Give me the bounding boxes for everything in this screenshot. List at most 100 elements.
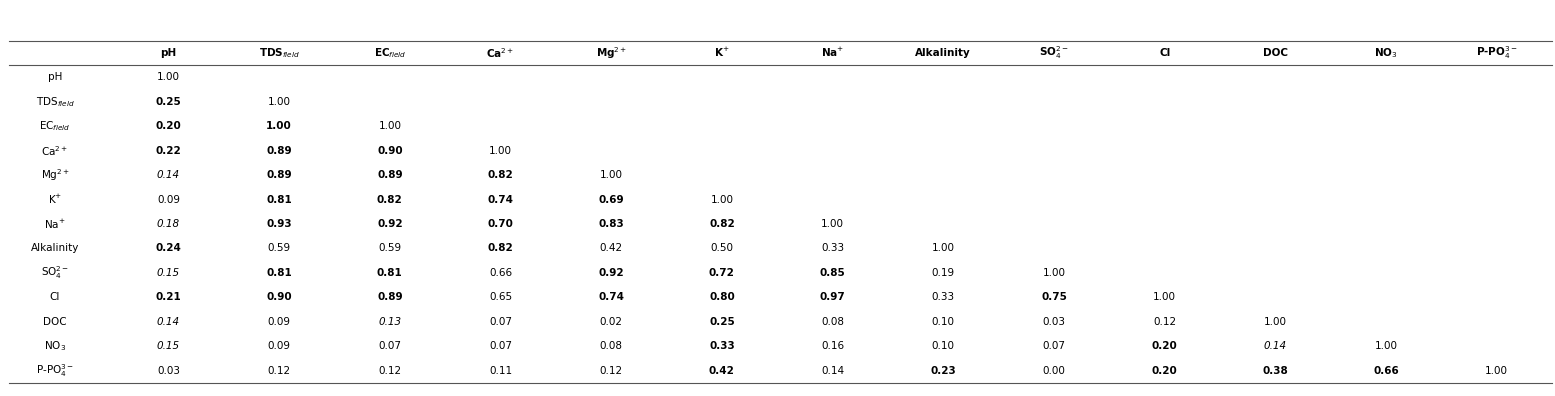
Text: DOC: DOC: [1263, 48, 1288, 58]
Text: 1.00: 1.00: [821, 219, 844, 229]
Text: 0.12: 0.12: [378, 366, 401, 375]
Text: 0.08: 0.08: [821, 317, 844, 327]
Text: 0.15: 0.15: [157, 268, 180, 278]
Text: 1.00: 1.00: [1042, 268, 1065, 278]
Text: P-PO$_4^{3-}$: P-PO$_4^{3-}$: [1476, 44, 1518, 61]
Text: 0.82: 0.82: [709, 219, 736, 229]
Text: 0.38: 0.38: [1263, 366, 1288, 375]
Text: 0.92: 0.92: [376, 219, 403, 229]
Text: 0.90: 0.90: [266, 292, 292, 302]
Text: 0.33: 0.33: [821, 244, 844, 253]
Text: 0.74: 0.74: [488, 194, 513, 205]
Text: 0.70: 0.70: [488, 219, 513, 229]
Text: 0.03: 0.03: [157, 366, 180, 375]
Text: 0.75: 0.75: [1040, 292, 1067, 302]
Text: 0.66: 0.66: [488, 268, 512, 278]
Text: 0.92: 0.92: [599, 268, 624, 278]
Text: 0.16: 0.16: [821, 341, 844, 351]
Text: pH: pH: [48, 72, 62, 82]
Text: 0.42: 0.42: [600, 244, 624, 253]
Text: 0.90: 0.90: [376, 146, 403, 156]
Text: Na$^{+}$: Na$^{+}$: [44, 217, 65, 230]
Text: 0.14: 0.14: [157, 170, 180, 180]
Text: 0.33: 0.33: [931, 292, 955, 302]
Text: 0.50: 0.50: [711, 244, 734, 253]
Text: 0.33: 0.33: [709, 341, 736, 351]
Text: 0.22: 0.22: [156, 146, 182, 156]
Text: 0.07: 0.07: [490, 317, 512, 327]
Text: 0.93: 0.93: [266, 219, 292, 229]
Text: Cl: Cl: [1158, 48, 1171, 58]
Text: 1.00: 1.00: [490, 146, 512, 156]
Text: 0.82: 0.82: [488, 170, 513, 180]
Text: Alkalinity: Alkalinity: [916, 48, 972, 58]
Text: 0.14: 0.14: [157, 317, 180, 327]
Text: 0.89: 0.89: [266, 146, 292, 156]
Text: 0.07: 0.07: [1042, 341, 1065, 351]
Text: 0.24: 0.24: [156, 244, 182, 253]
Text: 0.81: 0.81: [266, 268, 292, 278]
Text: 0.25: 0.25: [709, 317, 736, 327]
Text: 0.12: 0.12: [1154, 317, 1176, 327]
Text: 0.07: 0.07: [378, 341, 401, 351]
Text: 0.12: 0.12: [600, 366, 624, 375]
Text: 0.21: 0.21: [156, 292, 182, 302]
Text: 0.13: 0.13: [378, 317, 401, 327]
Text: 0.85: 0.85: [819, 268, 846, 278]
Text: P-PO$_4^{3-}$: P-PO$_4^{3-}$: [36, 362, 75, 379]
Text: 0.14: 0.14: [1264, 341, 1288, 351]
Text: SO$_4^{2-}$: SO$_4^{2-}$: [1039, 44, 1068, 61]
Text: 1.00: 1.00: [1264, 317, 1288, 327]
Text: 1.00: 1.00: [266, 121, 292, 131]
Text: 0.97: 0.97: [819, 292, 846, 302]
Text: 0.18: 0.18: [157, 219, 180, 229]
Text: 0.81: 0.81: [266, 194, 292, 205]
Text: 1.00: 1.00: [267, 97, 291, 107]
Text: 0.20: 0.20: [1152, 366, 1177, 375]
Text: 0.59: 0.59: [378, 244, 401, 253]
Text: 0.09: 0.09: [267, 317, 291, 327]
Text: 0.08: 0.08: [600, 341, 622, 351]
Text: EC$_{field}$: EC$_{field}$: [39, 119, 72, 133]
Text: 1.00: 1.00: [711, 194, 734, 205]
Text: TDS$_{field}$: TDS$_{field}$: [36, 95, 75, 109]
Text: 0.82: 0.82: [376, 194, 403, 205]
Text: 0.09: 0.09: [157, 194, 180, 205]
Text: 1.00: 1.00: [378, 121, 401, 131]
Text: 0.02: 0.02: [600, 317, 622, 327]
Text: 0.89: 0.89: [376, 170, 403, 180]
Text: EC$_{field}$: EC$_{field}$: [373, 46, 406, 60]
Text: Mg$^{2+}$: Mg$^{2+}$: [40, 167, 70, 183]
Text: 0.23: 0.23: [930, 366, 956, 375]
Text: Na$^{+}$: Na$^{+}$: [821, 46, 844, 59]
Text: 0.42: 0.42: [709, 366, 736, 375]
Text: Ca$^{2+}$: Ca$^{2+}$: [42, 144, 68, 158]
Text: 0.59: 0.59: [267, 244, 291, 253]
Text: 0.07: 0.07: [490, 341, 512, 351]
Text: 0.72: 0.72: [709, 268, 736, 278]
Text: 0.15: 0.15: [157, 341, 180, 351]
Text: NO$_3$: NO$_3$: [44, 339, 65, 353]
Text: 0.83: 0.83: [599, 219, 624, 229]
Text: NO$_3$: NO$_3$: [1375, 46, 1398, 60]
Text: Mg$^{2+}$: Mg$^{2+}$: [596, 45, 627, 61]
Text: TDS$_{field}$: TDS$_{field}$: [258, 46, 300, 60]
Text: Cl: Cl: [50, 292, 61, 302]
Text: 1.00: 1.00: [157, 72, 180, 82]
Text: Ca$^{2+}$: Ca$^{2+}$: [487, 46, 515, 60]
Text: 0.80: 0.80: [709, 292, 736, 302]
Text: 1.00: 1.00: [1485, 366, 1508, 375]
Text: 0.25: 0.25: [156, 97, 182, 107]
Text: 0.89: 0.89: [376, 292, 403, 302]
Text: 0.82: 0.82: [488, 244, 513, 253]
Text: 0.20: 0.20: [156, 121, 182, 131]
Text: 0.69: 0.69: [599, 194, 624, 205]
Text: 0.14: 0.14: [821, 366, 844, 375]
Text: 0.03: 0.03: [1042, 317, 1065, 327]
Text: DOC: DOC: [44, 317, 67, 327]
Text: 1.00: 1.00: [931, 244, 955, 253]
Text: K$^{+}$: K$^{+}$: [714, 46, 729, 59]
Text: 0.65: 0.65: [488, 292, 512, 302]
Text: 0.10: 0.10: [931, 317, 955, 327]
Text: Alkalinity: Alkalinity: [31, 244, 79, 253]
